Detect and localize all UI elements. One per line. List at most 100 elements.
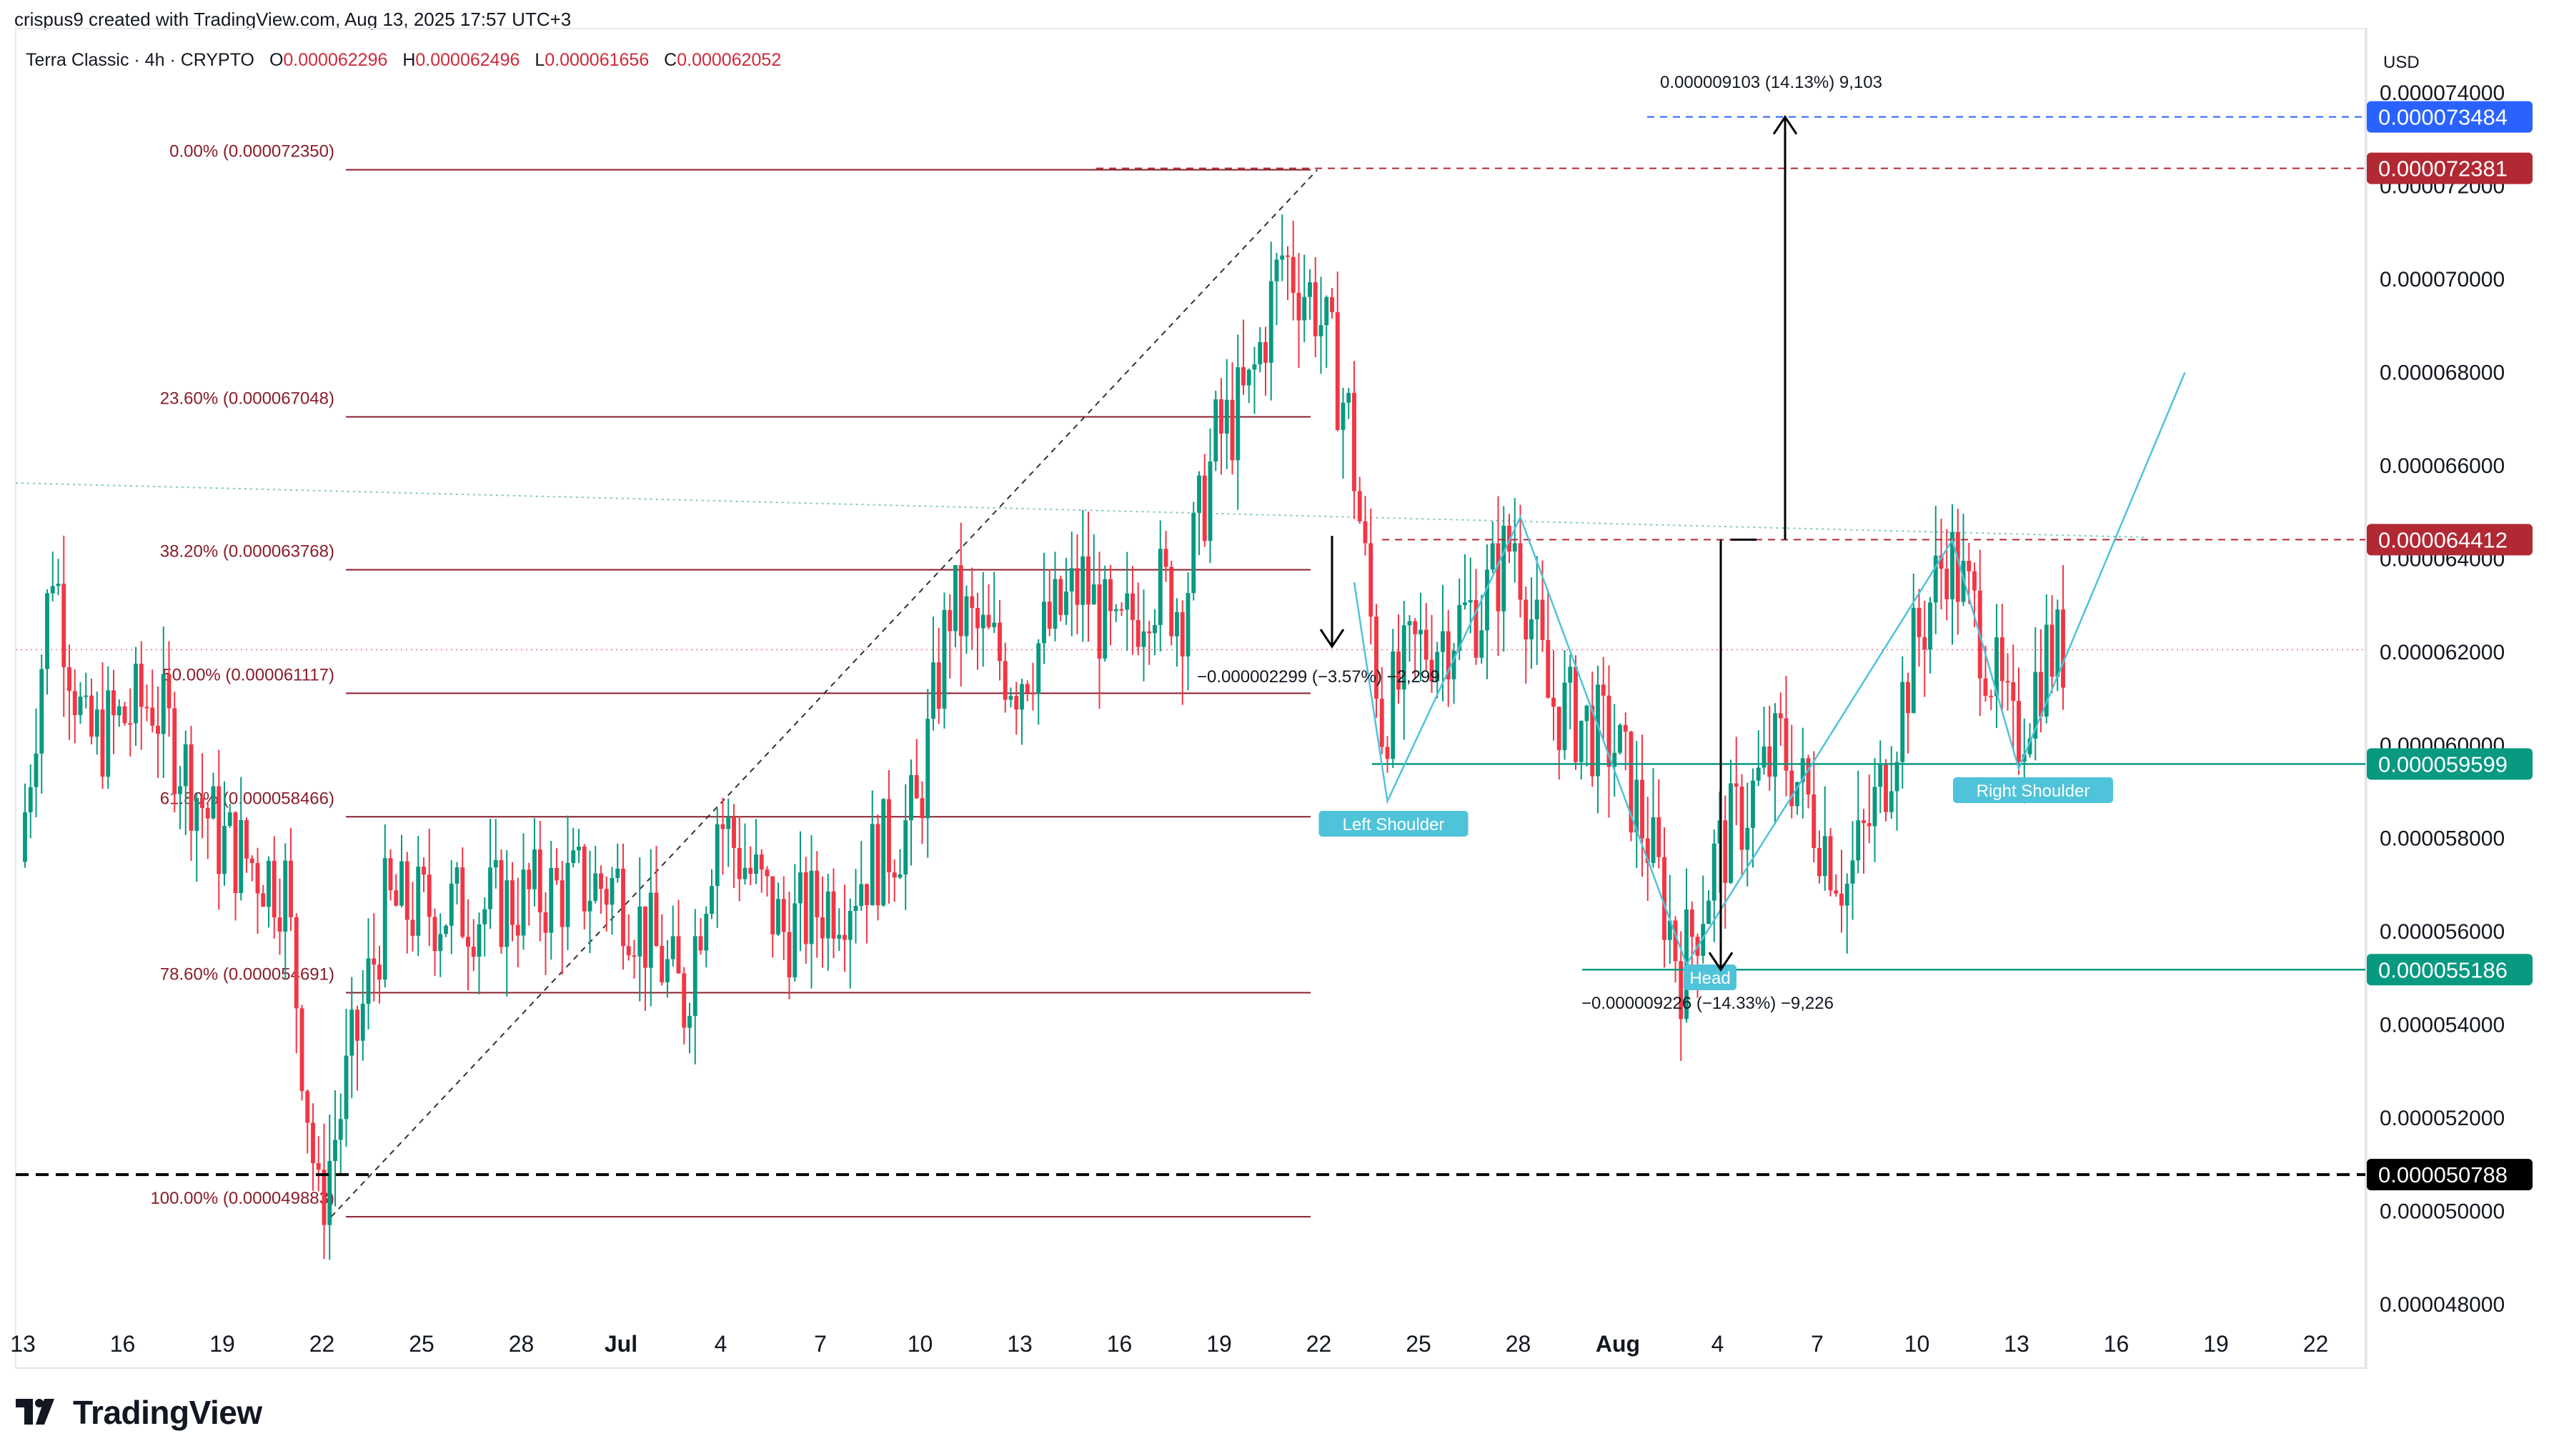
candle-body (1025, 684, 1030, 694)
head-shoulders-pattern (1353, 372, 2186, 967)
candle-body (615, 868, 620, 878)
candle-body (1884, 764, 1888, 812)
x-tick-label: 13 (1007, 1331, 1033, 1357)
candle-body (211, 786, 216, 819)
price-axis-badge (2367, 524, 2533, 556)
candle-body (2011, 682, 2016, 702)
y-tick-label: 0.000050000 (2380, 1200, 2505, 1224)
tradingview-logo: TradingView (16, 1393, 262, 1432)
x-tick-label: 25 (409, 1331, 434, 1357)
candle-body (1131, 593, 1135, 620)
y-tick-label: 0.000058000 (2380, 827, 2505, 851)
candle-body (377, 964, 382, 980)
candle-body (1246, 369, 1251, 386)
candle-body (404, 861, 409, 920)
candle-body (759, 854, 764, 870)
candle-body (1778, 713, 1783, 719)
candle-body (227, 812, 232, 827)
fib-level-label: 23.60% (0.000067048) (160, 389, 334, 408)
measure-pullback-text: −0.000002299 (−3.57%) −2,299 (1197, 667, 1440, 687)
candle-body (1917, 607, 1922, 637)
candle-body (1202, 475, 1207, 542)
candle-body (521, 869, 526, 936)
candle-body (338, 1119, 343, 1140)
candle-body (100, 709, 105, 777)
candle-body (742, 867, 747, 879)
candle-body (1418, 629, 1423, 634)
candle-body (67, 667, 71, 692)
candle-body (1574, 667, 1578, 762)
candle-body (189, 744, 194, 831)
candle-body (1341, 402, 1346, 430)
candle-body (1224, 399, 1229, 434)
candle-body (1518, 543, 1523, 600)
candle-body (1441, 631, 1445, 652)
measure-up-text: 0.000009103 (14.13%) 9,103 (1660, 73, 1882, 92)
y-tick-label: 0.000062000 (2380, 641, 2505, 664)
candle-body (1163, 549, 1168, 567)
candle-body (1501, 525, 1506, 612)
candle-body (1125, 593, 1130, 610)
candle-body (1030, 693, 1035, 695)
candle-body (843, 934, 847, 940)
candle-body (1662, 857, 1666, 940)
x-tick-label: 7 (1811, 1331, 1824, 1357)
candle-body (837, 934, 842, 939)
candle-body (1058, 579, 1063, 615)
candle-body (438, 934, 443, 952)
candle-body (831, 891, 836, 939)
candle-body (654, 892, 659, 946)
price-axis-badge-text: 0.000072381 (2378, 156, 2508, 181)
candle-body (144, 707, 149, 709)
candle-body (1313, 282, 1318, 336)
candle-body (1463, 602, 1467, 605)
candle-body (1180, 612, 1185, 657)
candle-body (178, 786, 182, 794)
candle-body (1673, 920, 1678, 962)
candle-body (294, 917, 299, 1009)
candle-body (1900, 682, 1905, 762)
candle-body (1374, 617, 1378, 699)
ohlc-close-key: C (664, 50, 677, 70)
candle-body (1640, 779, 1644, 839)
candle-body (349, 1009, 354, 1056)
candle-body (1856, 820, 1861, 861)
candle-body (648, 892, 653, 968)
down-measure-arrow-head (1708, 952, 1734, 972)
candle-body (1928, 602, 1932, 650)
ohlc-high-value: 0.000062496 (415, 50, 520, 70)
candle-body (1047, 602, 1052, 629)
candle-body (692, 936, 697, 1017)
candle-body (1136, 619, 1141, 647)
candle-body (898, 874, 903, 878)
candle-body (1429, 659, 1434, 682)
candle-body (382, 858, 387, 980)
candle-body (2039, 672, 2043, 717)
ohlc-low-value: 0.000061656 (545, 50, 650, 70)
candle-body (372, 958, 377, 965)
price-axis-badge (2367, 101, 2533, 133)
candle-body (322, 1170, 327, 1225)
candle-body (870, 824, 875, 906)
candle-body (34, 753, 39, 787)
candle-body (787, 932, 792, 978)
candle-body (560, 880, 565, 927)
candle-body (776, 899, 780, 934)
candle-body (1834, 890, 1839, 894)
candle-body (1679, 961, 1684, 1019)
candle-body (1596, 684, 1600, 777)
x-tick-label: 22 (1306, 1331, 1332, 1357)
y-tick-label: 0.000068000 (2380, 361, 2505, 384)
candle-body (593, 873, 598, 901)
candle-body (1606, 695, 1611, 767)
candle-body (626, 946, 631, 956)
candle-body (632, 955, 637, 957)
candle-body (1252, 364, 1257, 370)
candle-body (527, 869, 532, 889)
candle-body (1064, 591, 1068, 615)
candle-body (106, 690, 111, 777)
candle-body (1651, 817, 1656, 863)
candle-body (953, 565, 958, 632)
candle-body (1601, 684, 1606, 696)
